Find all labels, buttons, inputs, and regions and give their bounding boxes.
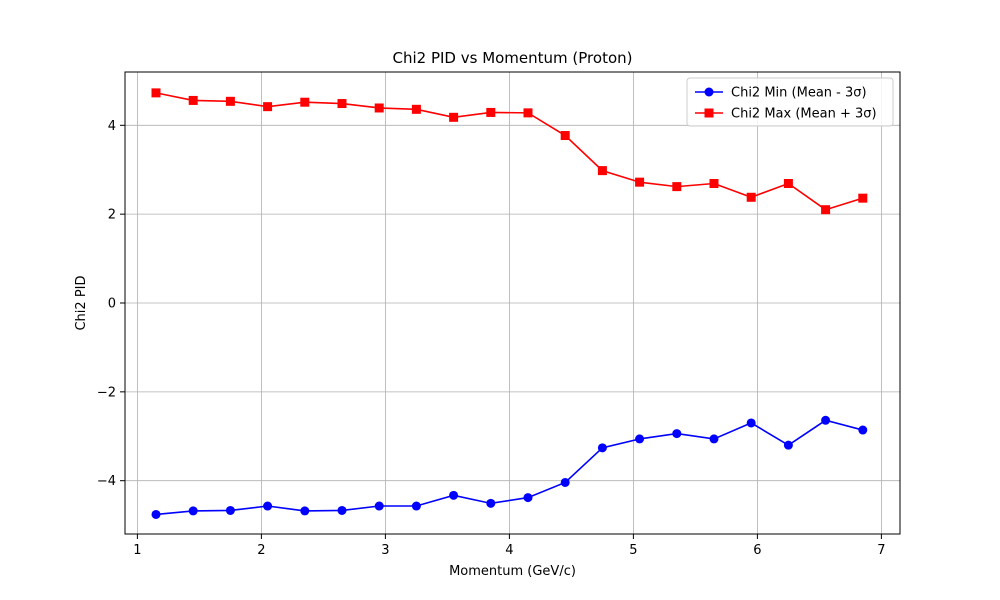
data-point xyxy=(858,425,868,435)
data-point xyxy=(188,506,198,516)
x-tick-label: 7 xyxy=(877,543,885,558)
y-tick-label: −4 xyxy=(97,474,116,489)
y-tick-label: 4 xyxy=(108,119,116,134)
data-point xyxy=(449,490,459,500)
data-point xyxy=(486,498,496,508)
legend: Chi2 Min (Mean - 3σ) Chi2 Max (Mean + 3σ) xyxy=(686,77,894,127)
legend-item: Chi2 Max (Mean + 3σ) xyxy=(695,107,877,122)
series-layer xyxy=(151,88,868,519)
data-point xyxy=(188,95,198,105)
grid-layer xyxy=(125,72,900,534)
data-point xyxy=(635,434,645,444)
data-point xyxy=(783,440,793,450)
data-point xyxy=(263,501,273,511)
series-1 xyxy=(151,415,868,519)
data-point xyxy=(746,418,756,428)
data-point xyxy=(709,434,719,444)
legend-marker xyxy=(704,108,714,118)
y-axis-label: Chi2 PID xyxy=(74,275,89,330)
legend-label: Chi2 Max (Mean + 3σ) xyxy=(731,107,877,122)
data-point xyxy=(374,103,384,113)
data-point xyxy=(300,506,310,516)
legend-item: Chi2 Min (Mean - 3σ) xyxy=(695,86,867,101)
x-tick-label: 5 xyxy=(629,543,637,558)
data-point xyxy=(337,505,347,515)
data-point xyxy=(672,429,682,439)
data-point xyxy=(486,107,496,117)
data-point xyxy=(374,501,384,511)
x-tick-label: 6 xyxy=(753,543,761,558)
x-tick-label: 3 xyxy=(381,543,389,558)
data-point xyxy=(449,112,459,122)
data-point xyxy=(411,104,421,114)
data-point xyxy=(151,88,161,98)
legend-box xyxy=(686,77,894,127)
chart-title: Chi2 PID vs Momentum (Proton) xyxy=(392,49,632,67)
series-line xyxy=(155,419,864,516)
data-point xyxy=(225,505,235,515)
data-point xyxy=(560,477,570,487)
legend-marker xyxy=(704,87,714,97)
data-point xyxy=(672,182,682,192)
series-line xyxy=(155,92,864,211)
data-point xyxy=(151,509,161,519)
data-point xyxy=(523,108,533,118)
data-point xyxy=(225,96,235,106)
y-tick-label: −2 xyxy=(97,385,116,400)
y-tick-label: 2 xyxy=(108,208,116,223)
x-axis-label: Momentum (GeV/c) xyxy=(449,564,576,579)
series-2 xyxy=(151,88,868,215)
data-point xyxy=(337,99,347,109)
data-point xyxy=(746,192,756,202)
x-tick-label: 2 xyxy=(257,543,265,558)
data-point xyxy=(821,205,831,215)
data-point xyxy=(821,415,831,425)
data-point xyxy=(411,501,421,511)
data-point xyxy=(523,493,533,503)
ticks-layer: 1 2 3 4 5 6 7 −4 −2 0 2 4 xyxy=(97,119,886,558)
data-point xyxy=(560,131,570,141)
data-point xyxy=(300,97,310,107)
data-point xyxy=(597,443,607,453)
x-tick-label: 1 xyxy=(133,543,141,558)
x-tick-label: 4 xyxy=(505,543,513,558)
data-point xyxy=(263,102,273,112)
data-point xyxy=(635,177,645,187)
y-tick-label: 0 xyxy=(108,297,116,312)
data-point xyxy=(597,166,607,176)
data-point xyxy=(858,193,868,203)
data-point xyxy=(709,179,719,189)
legend-label: Chi2 Min (Mean - 3σ) xyxy=(731,86,867,101)
data-point xyxy=(783,179,793,189)
